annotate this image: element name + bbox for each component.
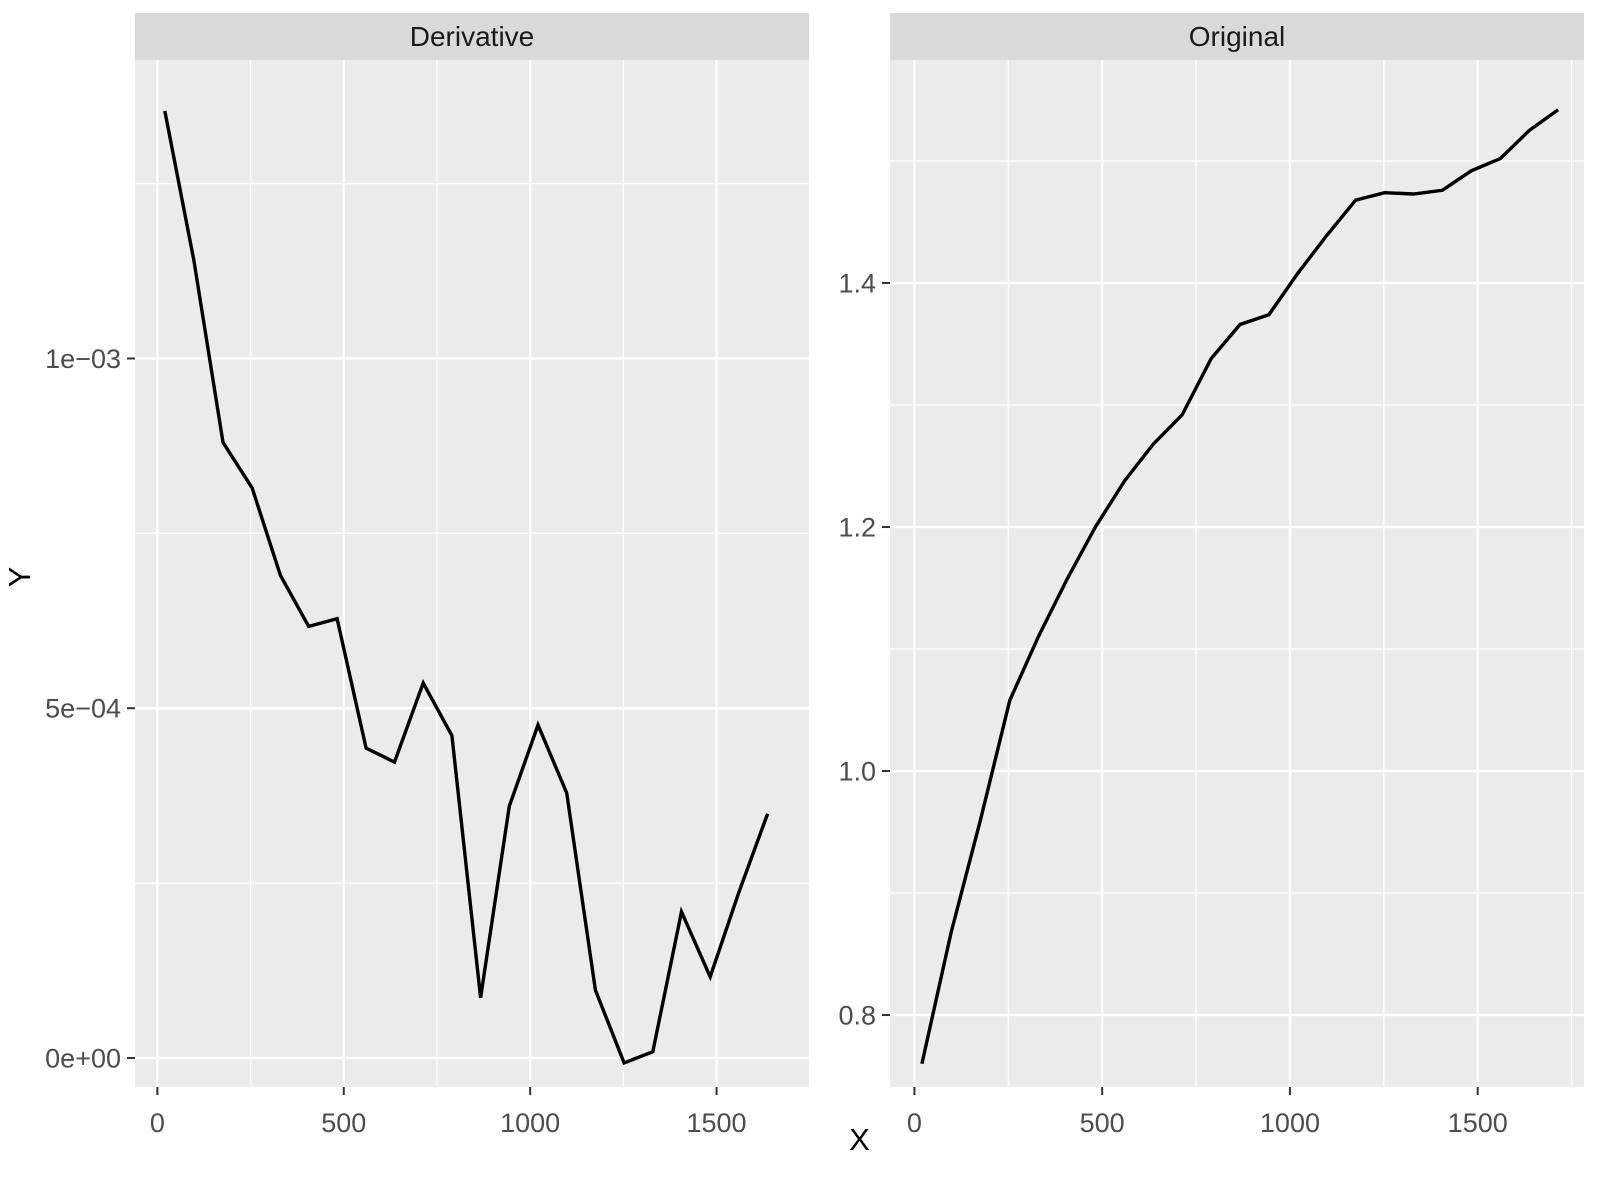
x-axis-title: X [849,1122,870,1157]
panel-derivative: 0 500 1000 1500 0e+00 5e−04 1e−03 [45,60,809,1138]
x-tick-label: 0 [907,1108,922,1138]
y-tick-label: 1.2 [838,512,876,542]
panel-background [890,60,1584,1087]
x-tick-label: 1000 [500,1108,560,1138]
x-tick-label: 1000 [1260,1108,1320,1138]
y-tick-label: 0.8 [838,1000,876,1030]
facet-strip-original: Original [890,13,1584,60]
facet-strip-label: Derivative [409,20,535,52]
y-tick-label: 0e+00 [45,1043,121,1073]
y-tick-label: 5e−04 [45,694,121,724]
series-line-derivative [163,110,770,1066]
x-tick-label: 500 [1080,1108,1125,1138]
panel-original: 0 500 1000 1500 0.8 1.0 1.2 1.4 [838,60,1584,1138]
x-tick-label: 0 [150,1108,165,1138]
y-tick-label: 1e−03 [45,344,121,374]
series-line-original [920,108,1560,1065]
y-axis-title: Y [2,566,37,588]
x-tick-label: 1500 [1448,1108,1508,1138]
x-tick-label: 1500 [687,1108,747,1138]
facet-strip-derivative: Derivative [135,13,809,60]
y-tick-label: 1.4 [838,268,876,298]
facet-strip-label: Original [1188,20,1286,52]
y-tick-label: 1.0 [838,756,876,786]
x-tick-label: 500 [321,1108,366,1138]
